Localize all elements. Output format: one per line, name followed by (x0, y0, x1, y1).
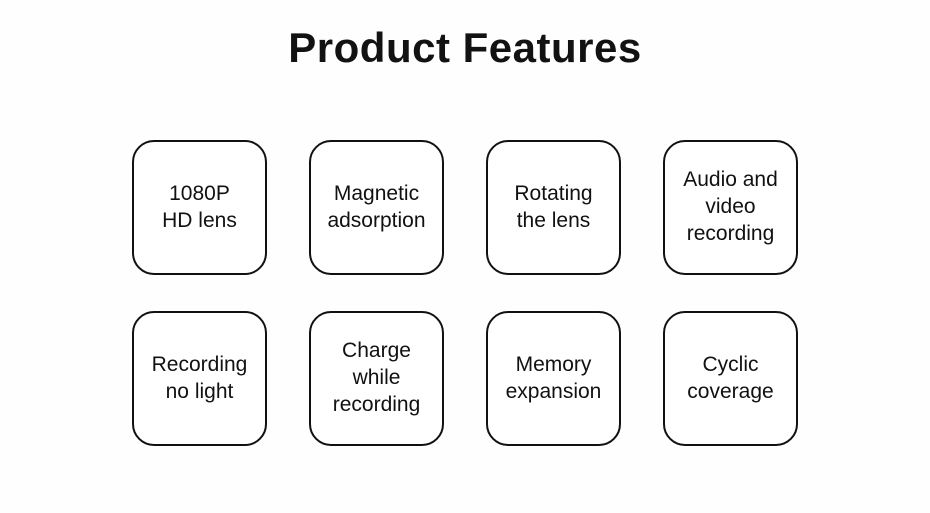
feature-tile: Rotating the lens (486, 140, 621, 275)
feature-tile: Magnetic adsorption (309, 140, 444, 275)
feature-label: Charge while recording (333, 338, 421, 419)
features-grid: 1080P HD lens Magnetic adsorption Rotati… (132, 140, 798, 446)
feature-tile: Memory expansion (486, 311, 621, 446)
feature-label: Cyclic coverage (687, 352, 773, 406)
feature-tile: Cyclic coverage (663, 311, 798, 446)
feature-tile: Charge while recording (309, 311, 444, 446)
infographic-root: Product Features 1080P HD lens Magnetic … (0, 0, 930, 513)
feature-tile: Audio and video recording (663, 140, 798, 275)
feature-label: Rotating the lens (514, 181, 592, 235)
feature-label: Recording no light (152, 352, 248, 406)
feature-tile: Recording no light (132, 311, 267, 446)
feature-tile: 1080P HD lens (132, 140, 267, 275)
feature-label: Memory expansion (506, 352, 602, 406)
feature-label: Audio and video recording (683, 167, 778, 248)
page-title: Product Features (288, 24, 641, 72)
feature-label: Magnetic adsorption (327, 181, 425, 235)
feature-label: 1080P HD lens (162, 181, 237, 235)
